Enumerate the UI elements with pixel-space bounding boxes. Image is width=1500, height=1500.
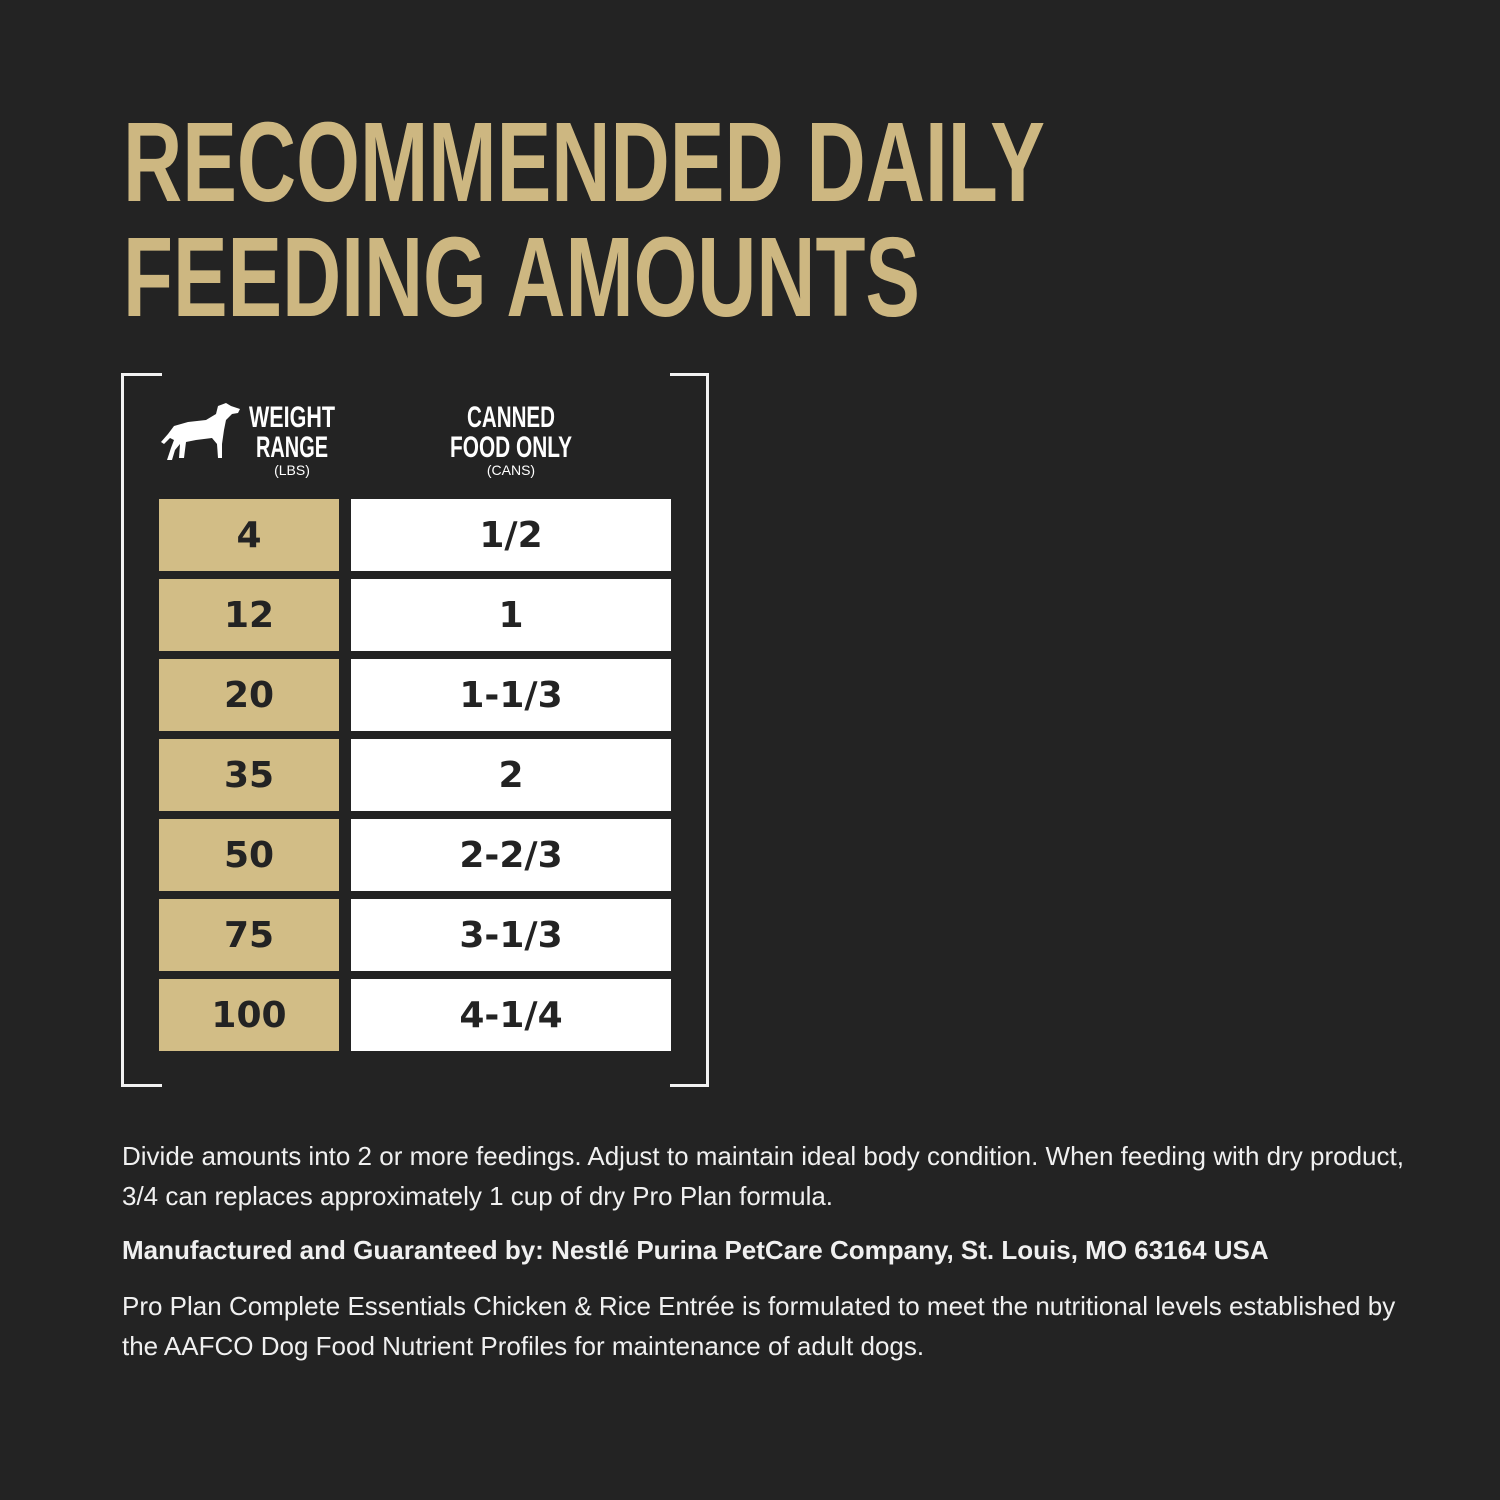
dog-icon xyxy=(161,403,240,460)
cans-cell: 1/2 xyxy=(351,499,671,571)
cans-cell: 2-2/3 xyxy=(351,819,671,891)
cans-cell: 4-1/4 xyxy=(351,979,671,1051)
cans-cell: 1-1/3 xyxy=(351,659,671,731)
left-bracket xyxy=(121,373,162,1087)
manufacturer-info: Manufactured and Guaranteed by: Nestlé P… xyxy=(122,1235,1269,1265)
svg-text:RANGE: RANGE xyxy=(256,431,328,464)
svg-text:CANNED: CANNED xyxy=(467,401,555,434)
cans-cell: 2 xyxy=(351,739,671,811)
cans-cell: 1 xyxy=(351,579,671,651)
cans-cell: 3-1/3 xyxy=(351,899,671,971)
weight-cell: 12 xyxy=(159,579,339,651)
svg-text:FOOD ONLY: FOOD ONLY xyxy=(450,431,572,464)
page-title: RECOMMENDED DAILY FEEDING AMOUNTS xyxy=(123,99,1045,340)
weight-cell: 20 xyxy=(159,659,339,731)
weight-cell: 4 xyxy=(159,499,339,571)
weight-header: WEIGHT RANGE (LBS) xyxy=(249,401,335,478)
title-line-2: FEEDING AMOUNTS xyxy=(123,214,920,340)
svg-text:(LBS): (LBS) xyxy=(274,462,310,478)
svg-text:(CANS): (CANS) xyxy=(487,462,535,478)
weight-cell: 50 xyxy=(159,819,339,891)
weight-cell: 100 xyxy=(159,979,339,1051)
aafco-statement: Pro Plan Complete Essentials Chicken & R… xyxy=(122,1291,1396,1361)
weight-cell: 35 xyxy=(159,739,339,811)
svg-text:WEIGHT: WEIGHT xyxy=(249,401,335,434)
feeding-instructions: Divide amounts into 2 or more feedings. … xyxy=(122,1141,1404,1211)
right-bracket xyxy=(670,373,709,1087)
canned-header: CANNED FOOD ONLY (CANS) xyxy=(450,401,572,478)
weight-cell: 75 xyxy=(159,899,339,971)
title-line-1: RECOMMENDED DAILY xyxy=(123,99,1045,225)
